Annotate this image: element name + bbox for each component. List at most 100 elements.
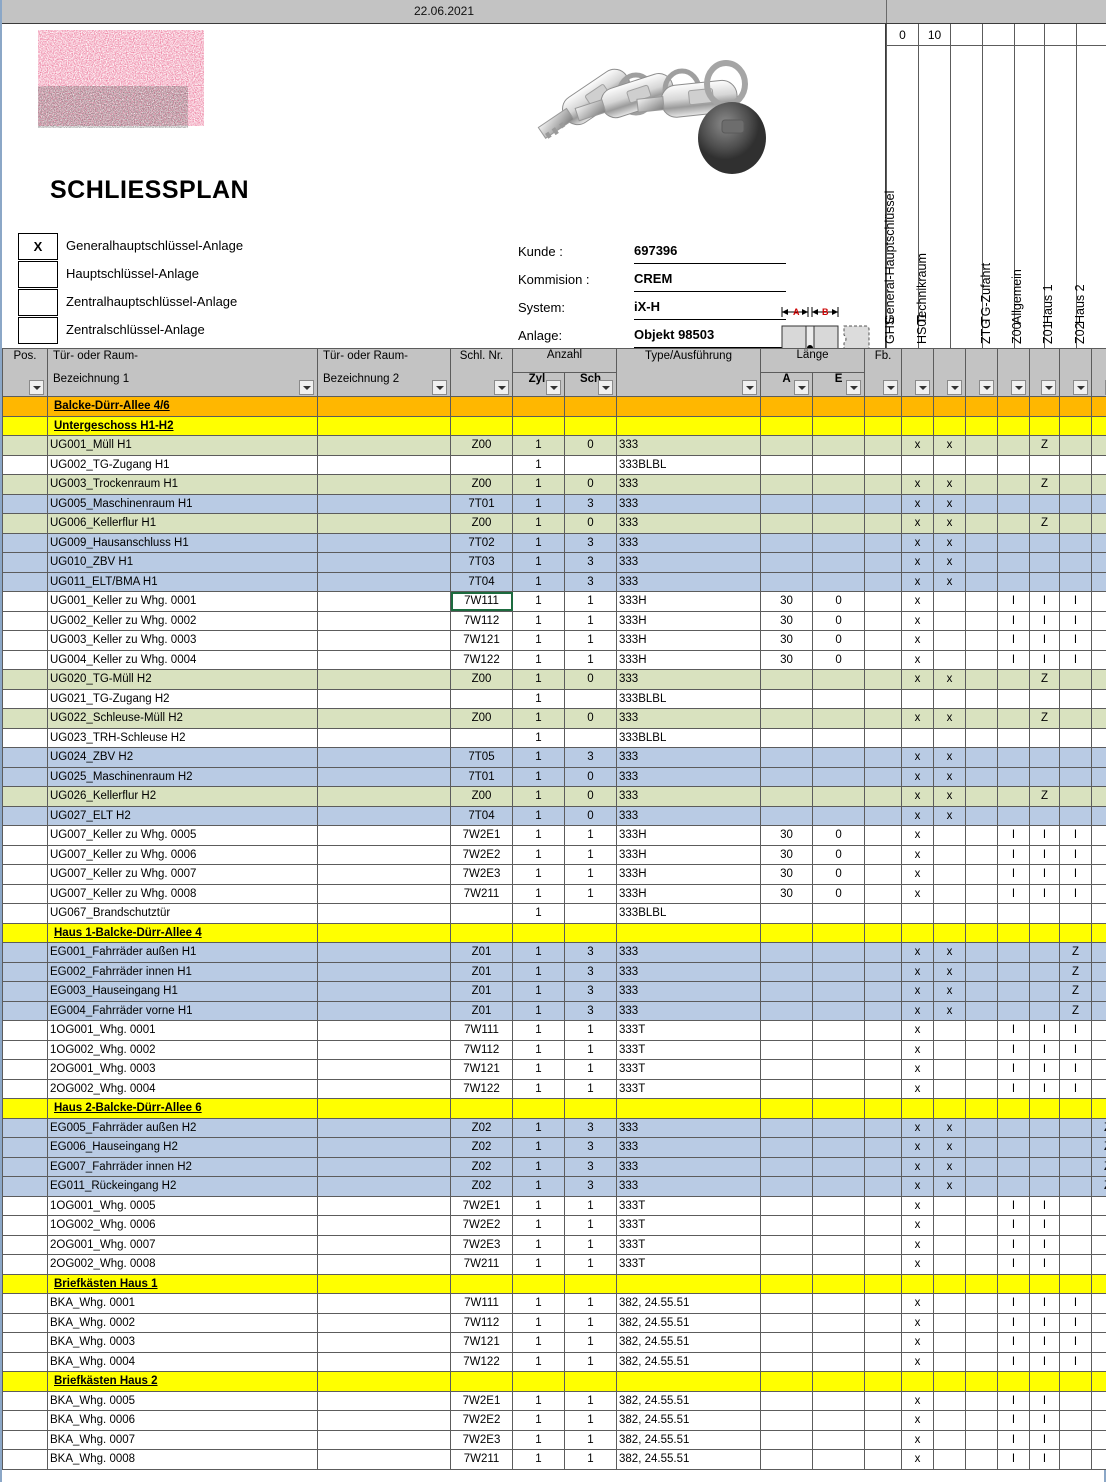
cell-pos[interactable] bbox=[2, 1371, 48, 1392]
cell-key-ghs[interactable] bbox=[901, 903, 935, 924]
cell-type-ausfuehrung[interactable]: 333 bbox=[616, 1137, 762, 1158]
cell-key-ghs[interactable]: x bbox=[901, 805, 935, 826]
cell-type-ausfuehrung[interactable]: 333 bbox=[616, 552, 762, 573]
cell-laenge-e[interactable]: 0 bbox=[812, 649, 866, 670]
cell-laenge-e[interactable] bbox=[812, 708, 866, 729]
cell-anzahl-sch[interactable]: 1 bbox=[563, 1449, 618, 1470]
cell-key-z02[interactable] bbox=[1091, 493, 1106, 514]
cell-key-z01[interactable] bbox=[1059, 1117, 1093, 1138]
filter-icon-ghs[interactable] bbox=[915, 379, 931, 395]
cell-key-ztg[interactable] bbox=[997, 552, 1031, 573]
cell-anzahl-zyl[interactable]: 1 bbox=[512, 864, 565, 885]
cell-key-ghs[interactable]: x bbox=[901, 649, 935, 670]
cell-key-z02[interactable] bbox=[1091, 474, 1106, 495]
cell-pos[interactable] bbox=[2, 1215, 48, 1236]
cell-bezeichnung-1[interactable]: UG003_Keller zu Whg. 0003 bbox=[47, 630, 318, 651]
cell-laenge-e[interactable]: 0 bbox=[812, 825, 866, 846]
cell-empty[interactable] bbox=[933, 396, 967, 417]
cell-key-ztg[interactable]: I bbox=[997, 1449, 1031, 1470]
cell-bezeichnung-2[interactable] bbox=[317, 1117, 451, 1138]
cell-empty[interactable] bbox=[760, 1371, 814, 1392]
cell-key-z02[interactable]: I bbox=[1091, 1429, 1106, 1450]
cell-key-z02[interactable]: I bbox=[1091, 1234, 1106, 1255]
cell-pos[interactable] bbox=[2, 1059, 48, 1080]
cell-anzahl-zyl[interactable]: 1 bbox=[512, 766, 565, 787]
cell-schluessel-nr[interactable] bbox=[450, 454, 513, 475]
cell-key-ztg[interactable]: I bbox=[997, 649, 1031, 670]
cell-schluessel-nr[interactable]: 7W121 bbox=[450, 630, 513, 651]
cell-bezeichnung-1[interactable]: BKA_Whg. 0001 bbox=[47, 1293, 318, 1314]
cell-key-z02[interactable] bbox=[1091, 591, 1106, 612]
cell-bezeichnung-1[interactable]: UG067_Brandschutztür bbox=[47, 903, 318, 924]
cell-anzahl-zyl[interactable]: 1 bbox=[512, 903, 565, 924]
cell-key-z00[interactable]: Z bbox=[1029, 669, 1061, 690]
cell-anzahl-zyl[interactable]: 1 bbox=[512, 688, 565, 709]
cell-pos[interactable] bbox=[2, 669, 48, 690]
cell-key-hs01[interactable]: x bbox=[933, 474, 967, 495]
cell-bezeichnung-1[interactable]: UG021_TG-Zugang H2 bbox=[47, 688, 318, 709]
cell-key-blank[interactable] bbox=[965, 688, 999, 709]
cell-pos[interactable] bbox=[2, 591, 48, 612]
key-column-ghs[interactable]: 0 General-Hauptschlüssel GHS bbox=[883, 24, 918, 348]
table-group-row[interactable]: Briefkästen Haus 2 bbox=[2, 1371, 1106, 1392]
cell-empty[interactable] bbox=[450, 1098, 513, 1119]
cell-pos[interactable] bbox=[2, 1351, 48, 1372]
cell-fb[interactable] bbox=[864, 474, 903, 495]
cell-schluessel-nr[interactable]: 7W211 bbox=[450, 1449, 513, 1470]
cell-laenge-a[interactable] bbox=[760, 1078, 814, 1099]
key-column-z02[interactable]: Haus 2 Z02 bbox=[1073, 24, 1106, 348]
cell-laenge-e[interactable] bbox=[812, 571, 866, 592]
cell-type-ausfuehrung[interactable]: 333BLBL bbox=[616, 454, 762, 475]
col-laenge-a[interactable]: A bbox=[760, 372, 814, 397]
cell-key-z00[interactable]: I bbox=[1029, 1293, 1061, 1314]
cell-empty[interactable] bbox=[864, 1371, 903, 1392]
cell-schluessel-nr[interactable]: 7W2E1 bbox=[450, 1195, 513, 1216]
cell-pos[interactable] bbox=[2, 396, 48, 417]
cell-key-z00[interactable]: I bbox=[1029, 1195, 1061, 1216]
cell-anzahl-sch[interactable]: 3 bbox=[563, 747, 618, 768]
cell-empty[interactable] bbox=[864, 1273, 903, 1294]
cell-laenge-a[interactable] bbox=[760, 532, 814, 553]
cell-key-z01[interactable] bbox=[1059, 727, 1093, 748]
cell-key-ghs[interactable]: x bbox=[901, 708, 935, 729]
cell-fb[interactable] bbox=[864, 961, 903, 982]
cell-pos[interactable] bbox=[2, 474, 48, 495]
cell-key-z01[interactable]: I bbox=[1059, 1332, 1093, 1353]
cell-key-blank[interactable] bbox=[965, 513, 999, 534]
cell-laenge-e[interactable] bbox=[812, 1137, 866, 1158]
cell-schluessel-nr[interactable] bbox=[450, 727, 513, 748]
cell-key-z00[interactable] bbox=[1029, 981, 1061, 1002]
cell-key-blank[interactable] bbox=[965, 1215, 999, 1236]
cell-fb[interactable] bbox=[864, 1039, 903, 1060]
cell-schluessel-nr[interactable]: 7T04 bbox=[450, 805, 513, 826]
cell-fb[interactable] bbox=[864, 1254, 903, 1275]
cell-anzahl-zyl[interactable]: 1 bbox=[512, 474, 565, 495]
cell-key-ztg[interactable]: I bbox=[997, 591, 1031, 612]
cell-fb[interactable] bbox=[864, 1312, 903, 1333]
cell-type-ausfuehrung[interactable]: 333 bbox=[616, 786, 762, 807]
cell-fb[interactable] bbox=[864, 669, 903, 690]
cell-laenge-e[interactable] bbox=[812, 1195, 866, 1216]
cell-fb[interactable] bbox=[864, 1410, 903, 1431]
cell-bezeichnung-1[interactable]: BKA_Whg. 0006 bbox=[47, 1410, 318, 1431]
cell-anzahl-sch[interactable]: 3 bbox=[563, 493, 618, 514]
cell-laenge-e[interactable] bbox=[812, 1078, 866, 1099]
cell-fb[interactable] bbox=[864, 981, 903, 1002]
cell-empty[interactable] bbox=[997, 1371, 1031, 1392]
cell-fb[interactable] bbox=[864, 1059, 903, 1080]
cell-key-blank[interactable] bbox=[965, 649, 999, 670]
cell-laenge-a[interactable] bbox=[760, 1410, 814, 1431]
cell-fb[interactable] bbox=[864, 454, 903, 475]
cell-key-z00[interactable]: I bbox=[1029, 1429, 1061, 1450]
cell-laenge-e[interactable] bbox=[812, 727, 866, 748]
cell-laenge-a[interactable] bbox=[760, 493, 814, 514]
cell-laenge-e[interactable] bbox=[812, 454, 866, 475]
cell-anzahl-zyl[interactable]: 1 bbox=[512, 1332, 565, 1353]
cell-laenge-a[interactable]: 30 bbox=[760, 591, 814, 612]
cell-key-blank[interactable] bbox=[965, 844, 999, 865]
cell-pos[interactable] bbox=[2, 981, 48, 1002]
cell-type-ausfuehrung[interactable]: 333BLBL bbox=[616, 903, 762, 924]
table-row[interactable]: UG002_TG-Zugang H1 1 333BLBL bbox=[2, 454, 1106, 475]
